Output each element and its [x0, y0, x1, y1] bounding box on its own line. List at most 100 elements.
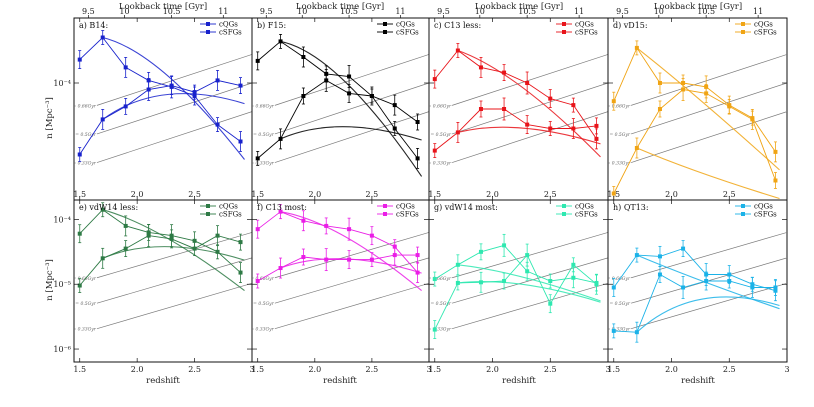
- data-point: [571, 275, 576, 280]
- panel-frame: [428, 199, 609, 363]
- legend-entry: cQGs: [396, 21, 415, 29]
- top-tick-label: 11: [218, 7, 228, 16]
- legend-marker: [562, 22, 566, 26]
- model-curve-cQGs: [457, 264, 601, 302]
- reference-line-1: [630, 232, 787, 279]
- data-point: [192, 238, 197, 243]
- data-point: [750, 116, 755, 121]
- model-curve-cQGs: [280, 126, 422, 141]
- dt-label: Δt = 0.5Gyr: [246, 301, 275, 307]
- legend-marker: [741, 30, 745, 34]
- data-point: [634, 253, 639, 258]
- data-point: [77, 231, 82, 236]
- data-point: [238, 240, 243, 245]
- data-point: [278, 209, 283, 214]
- data-point: [704, 84, 709, 89]
- panel-plot-area: Δt = 0.66Gyr Δt = 0.5Gyr Δt = 0.33Gyr: [243, 204, 429, 333]
- reference-line-2: [274, 257, 429, 304]
- y-axis-label-bottom: n [Mpc⁻³]: [45, 259, 55, 301]
- panel-plot-area: Δt = 0.66Gyr Δt = 0.5Gyr Δt = 0.33Gyr: [608, 232, 787, 343]
- series-line-cQGs: [257, 79, 418, 159]
- dt-label: Δt = 0.5Gyr: [68, 301, 97, 307]
- reference-line-1: [451, 54, 608, 106]
- reference-line-1: [274, 232, 429, 279]
- x-tick-label: 2.5: [366, 190, 379, 199]
- data-point: [392, 253, 397, 258]
- data-point: [392, 103, 397, 108]
- dt-label: Δt = 0.66Gyr: [420, 103, 452, 109]
- data-point: [369, 233, 374, 238]
- y-tick-label: 10⁻⁶: [53, 345, 71, 354]
- data-point: [369, 257, 374, 262]
- reference-line-1: [274, 54, 429, 106]
- top-axis-label-1: Lookback time [Gyr]: [119, 2, 207, 12]
- data-point: [611, 328, 616, 333]
- top-tick-label: 10: [475, 7, 485, 16]
- panel-frame: [73, 17, 253, 201]
- top-axis-label-4: Lookback time [Gyr]: [654, 2, 742, 12]
- data-point: [773, 149, 778, 154]
- data-point: [347, 257, 352, 262]
- dt-label: Δt = 0.33Gyr: [243, 327, 275, 333]
- legend-marker: [206, 212, 210, 216]
- data-point: [455, 48, 460, 53]
- x-tick-label: 2.0: [308, 365, 321, 374]
- dt-label: Δt = 0.5Gyr: [602, 132, 631, 138]
- x-tick-label: 2.0: [131, 190, 144, 199]
- dt-label: Δt = 0.33Gyr: [243, 161, 275, 167]
- data-point: [77, 57, 82, 62]
- data-point: [415, 270, 420, 275]
- data-point: [704, 272, 709, 277]
- data-point: [525, 81, 530, 85]
- legend-entry: cQGs: [754, 203, 773, 211]
- series-line-cSFGs: [613, 248, 776, 292]
- reference-line-2: [451, 82, 608, 135]
- x-tick-label: 2.5: [544, 190, 557, 199]
- data-point: [727, 272, 732, 277]
- legend-marker: [206, 22, 210, 26]
- data-point: [502, 279, 507, 283]
- panel-frame: [73, 199, 253, 363]
- data-point: [634, 146, 639, 150]
- panel-6: Δt = 0.66Gyr Δt = 0.5Gyr Δt = 0.33Gyr f) C1…: [243, 199, 432, 374]
- reference-line-1: [96, 232, 252, 279]
- data-point: [611, 99, 616, 104]
- legend-marker: [741, 212, 745, 216]
- series-line-cSFGs: [434, 49, 597, 140]
- y-axis-label-top: n [Mpc⁻³]: [45, 97, 55, 139]
- reference-line-2: [96, 257, 252, 304]
- top-tick-label: 9.5: [616, 7, 629, 16]
- series-line-cSFGs: [613, 46, 776, 153]
- data-point: [392, 126, 397, 131]
- data-point: [657, 81, 662, 85]
- x-axis-label-4: redshift: [681, 376, 715, 386]
- legend-marker: [562, 30, 566, 34]
- y-tick-label: 10⁻⁴: [53, 215, 71, 224]
- x-tick-label: 1.5: [428, 365, 441, 374]
- reference-line-1: [630, 54, 787, 106]
- legend-entry: cSFGs: [754, 211, 777, 219]
- x-tick-label: 2.5: [723, 190, 736, 199]
- model-curve-cSFGs: [280, 211, 422, 292]
- data-point: [634, 330, 639, 335]
- data-point: [727, 103, 732, 108]
- x-tick-label: 1.5: [73, 365, 86, 374]
- data-point: [502, 70, 507, 75]
- reference-line-2: [274, 82, 429, 135]
- reference-line-2: [630, 257, 787, 304]
- panel-label: d) vD15:: [613, 21, 648, 30]
- model-curve-cQGs: [636, 147, 780, 200]
- top-tick-label: 10: [654, 7, 664, 16]
- reference-line-3: [96, 111, 252, 163]
- panel-label: g) vdW14 most:: [434, 203, 498, 212]
- model-curve-cQGs: [102, 246, 245, 261]
- x-tick-label: 2.0: [308, 190, 321, 199]
- data-point: [77, 152, 82, 157]
- legend-marker: [562, 204, 566, 208]
- data-point: [548, 126, 553, 131]
- data-point: [301, 255, 306, 260]
- data-point: [415, 156, 420, 161]
- panel-4: Δt = 0.66Gyr Δt = 0.5Gyr Δt = 0.33Gyr d) vD…: [602, 7, 788, 201]
